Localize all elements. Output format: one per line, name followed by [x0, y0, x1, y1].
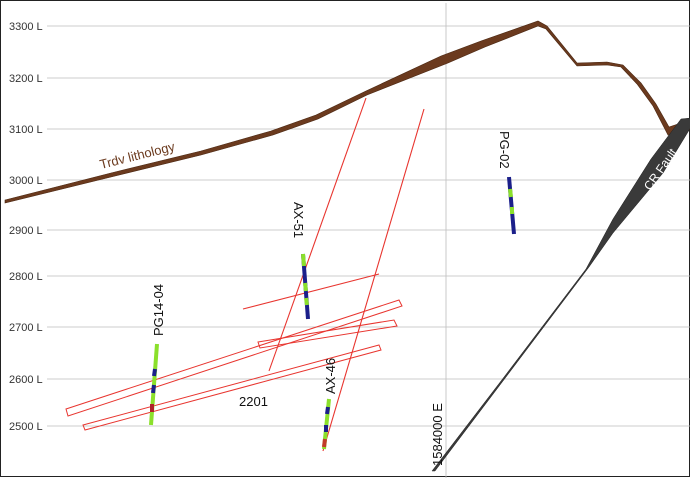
drill-hole-pg-02	[507, 176, 516, 235]
hole-label-ax-46: AX-46	[323, 358, 338, 394]
level-label: 3100 L	[9, 124, 43, 136]
drill-hole-ax-46	[322, 398, 331, 450]
level-labels: 3300 L 3200 L 3100 L 3000 L 2900 L 2800 …	[9, 21, 43, 433]
hole-interval	[301, 253, 306, 267]
easting-label: 1584000 E	[430, 403, 445, 466]
level-label: 2500 L	[9, 421, 43, 433]
hole-label-pg-02: PG-02	[497, 131, 512, 169]
zone-2201-outlines	[65, 299, 403, 431]
drill-hole-pg14-04	[149, 343, 159, 426]
zone-outline	[65, 299, 403, 417]
level-label: 2600 L	[9, 374, 43, 386]
drill-hole-ax-51	[301, 253, 310, 320]
cr-fault-zone	[431, 117, 690, 472]
hole-interval	[508, 188, 513, 198]
hole-label-ax-51: AX-51	[291, 202, 306, 238]
hole-trace	[507, 176, 516, 235]
zone-line	[242, 273, 380, 310]
hole-interval	[304, 297, 309, 306]
trdv-lithology-band	[4, 20, 690, 204]
zone-outline	[257, 319, 398, 349]
hole-interval	[322, 438, 327, 448]
hole-interval	[152, 368, 157, 377]
zone-2201-label: 2201	[239, 394, 268, 409]
zone-outline	[82, 344, 382, 431]
zone-line	[322, 108, 425, 452]
hole-trace	[149, 343, 159, 426]
level-label: 3000 L	[9, 175, 43, 187]
level-label: 3200 L	[9, 73, 43, 85]
hole-interval	[325, 406, 330, 415]
hole-interval	[303, 282, 308, 292]
level-label: 2700 L	[9, 322, 43, 334]
level-label: 3300 L	[9, 21, 43, 33]
zone-2201-lines	[242, 97, 425, 452]
zone-line	[268, 97, 367, 372]
hole-label-pg14-04: PG14-04	[151, 284, 166, 336]
level-label: 2900 L	[9, 225, 43, 237]
level-gridlines	[47, 25, 690, 427]
hole-interval	[151, 384, 156, 394]
level-label: 2800 L	[9, 271, 43, 283]
